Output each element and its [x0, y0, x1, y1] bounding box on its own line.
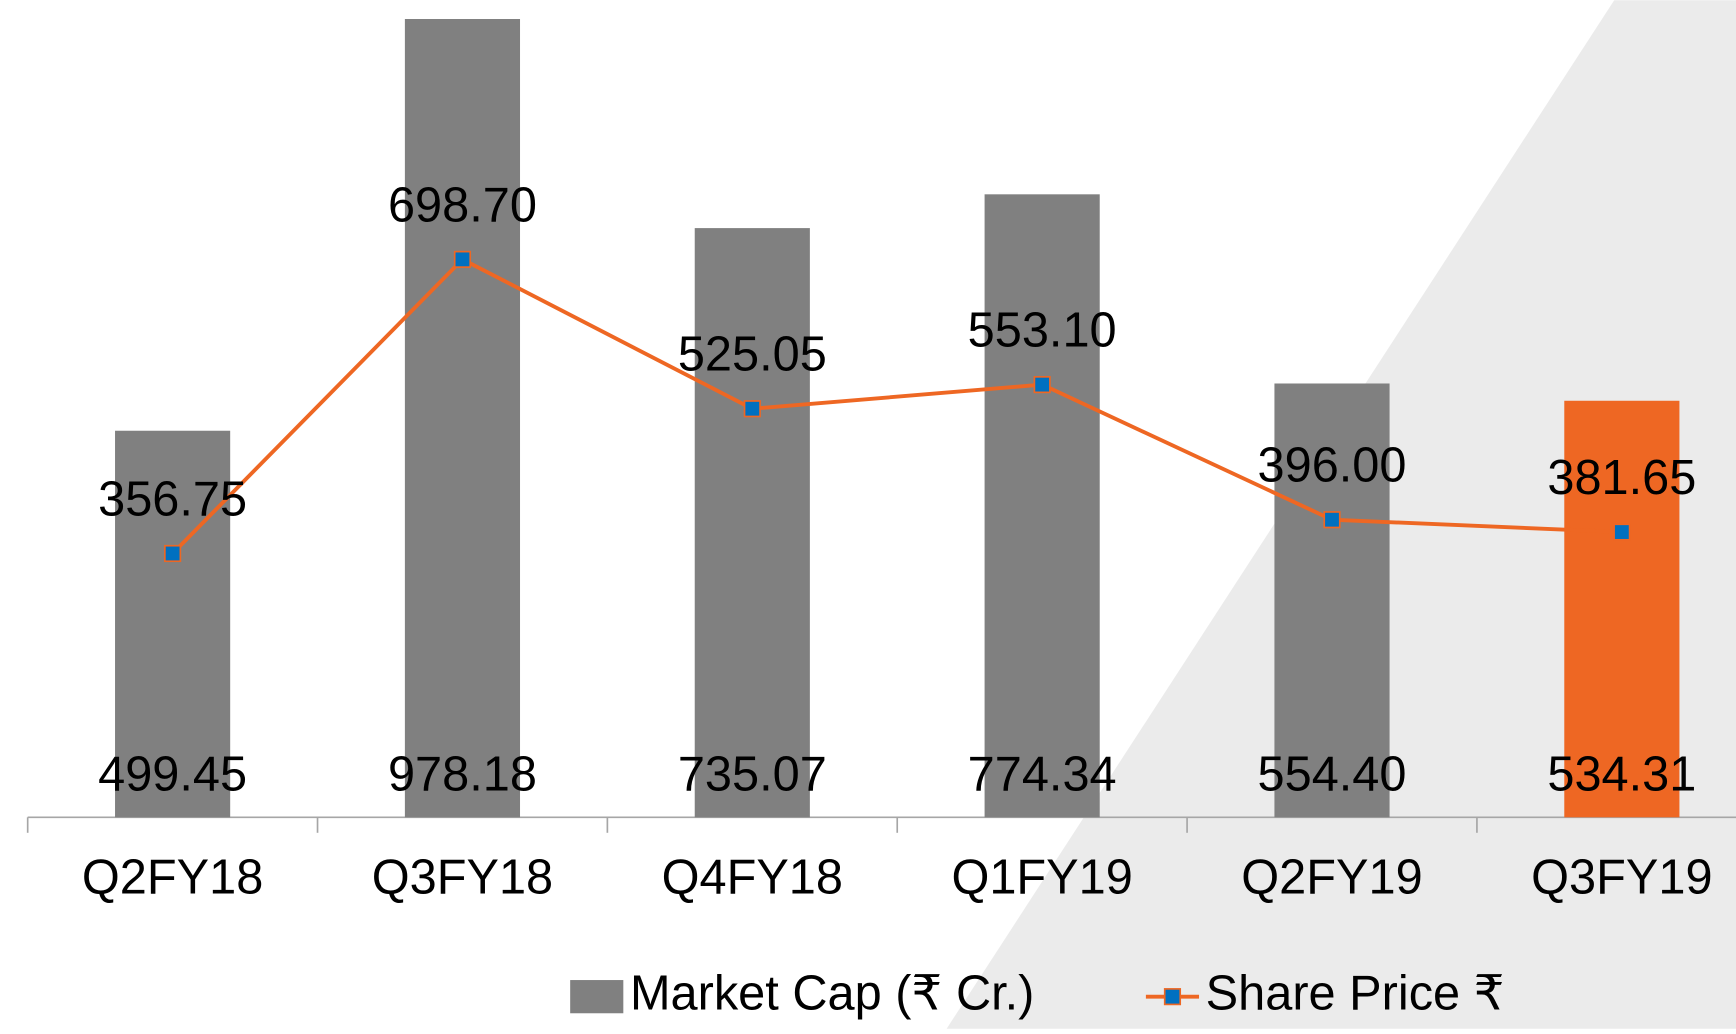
- data-label: 774.34: [968, 747, 1117, 801]
- marker: [743, 400, 761, 418]
- data-label: 698.70: [388, 178, 537, 232]
- data-label: 534.31: [1547, 747, 1696, 801]
- x-tick-label: Q1FY19: [951, 850, 1132, 904]
- data-label: 978.18: [388, 747, 537, 801]
- data-label: 499.45: [98, 747, 247, 801]
- line: [171, 256, 1622, 555]
- bar: [404, 18, 521, 818]
- x-tick-label: Q3FY18: [372, 850, 553, 904]
- x-tick-label: Q4FY18: [662, 850, 843, 904]
- data-label: 735.07: [678, 747, 827, 801]
- bar: [115, 430, 231, 818]
- data-label: 525.05: [678, 328, 827, 382]
- x-tick-label: Q2FY18: [82, 850, 263, 904]
- bar: [1274, 383, 1390, 818]
- legend-swatch: [1163, 988, 1182, 1006]
- bar: [694, 228, 810, 818]
- data-label: 381.65: [1547, 451, 1696, 505]
- data-label: 554.40: [1258, 747, 1407, 801]
- legend-label: Share Price ₹: [1206, 967, 1505, 1021]
- x-tick-label: Q3FY19: [1531, 850, 1712, 904]
- marker: [453, 250, 472, 268]
- data-label: 396.00: [1258, 439, 1407, 493]
- data-label: 553.10: [968, 304, 1117, 358]
- marker: [164, 544, 182, 563]
- legend-label: Market Cap (₹ Cr.): [630, 967, 1034, 1021]
- x-tick-label: Q2FY19: [1241, 850, 1422, 904]
- marker: [1613, 523, 1631, 541]
- bar: [1564, 400, 1680, 818]
- bar: [984, 194, 1100, 818]
- data-label: 356.75: [98, 472, 247, 526]
- marker: [1033, 376, 1051, 394]
- legend-swatch: [570, 980, 624, 1014]
- marker: [1323, 511, 1341, 529]
